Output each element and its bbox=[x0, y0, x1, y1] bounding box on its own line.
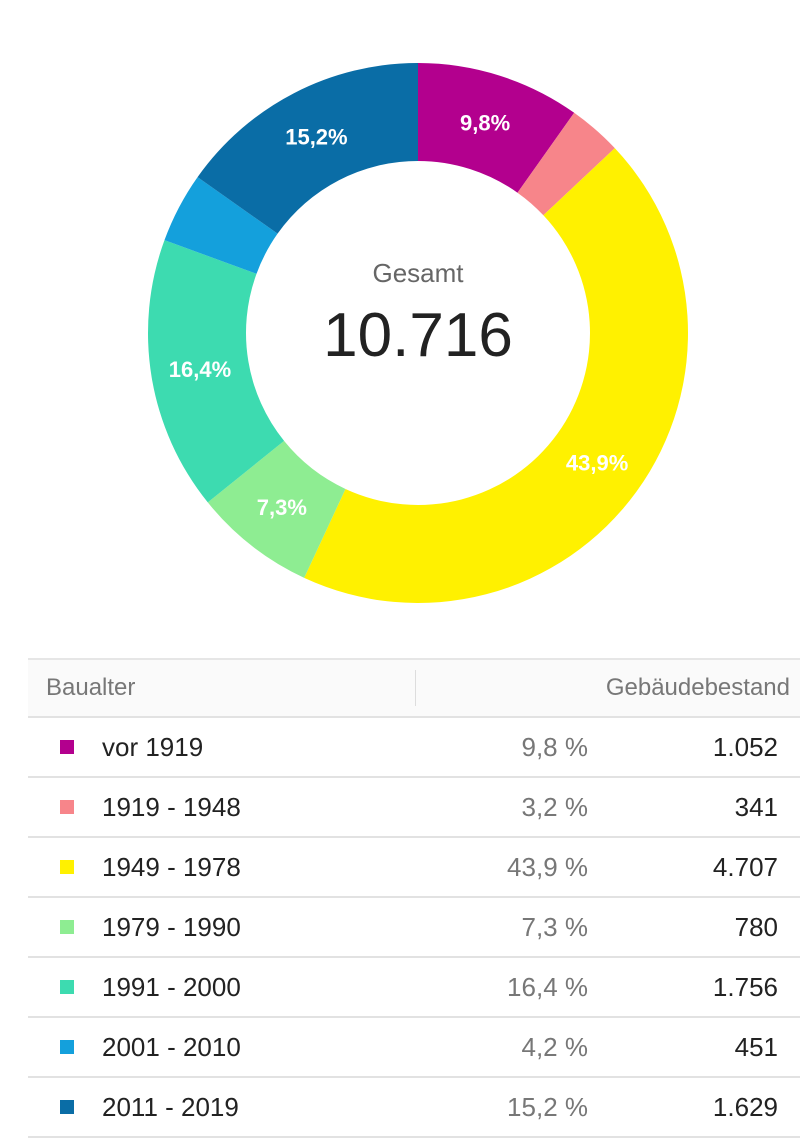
row-percent: 43,9 % bbox=[507, 852, 588, 882]
slice-label: 7,3% bbox=[257, 495, 307, 520]
row-value: 4.707 bbox=[712, 852, 778, 882]
row-label: vor 1919 bbox=[102, 732, 204, 762]
table-row: vor 1919 9,8 % 1.052 bbox=[28, 718, 800, 778]
row-percent: 7,3 % bbox=[521, 912, 589, 942]
donut-slice[interactable] bbox=[517, 112, 615, 216]
color-swatch bbox=[60, 1100, 74, 1114]
row-value: 1.756 bbox=[712, 972, 778, 1002]
row-value: 1.052 bbox=[712, 732, 778, 762]
slice-label: 43,9% bbox=[566, 450, 628, 475]
row-value: 341 bbox=[734, 792, 778, 822]
donut-slice[interactable] bbox=[207, 440, 346, 578]
color-swatch bbox=[60, 860, 74, 874]
color-swatch bbox=[60, 980, 74, 994]
slice-label: 9,8% bbox=[460, 110, 510, 135]
row-value: 780 bbox=[734, 912, 778, 942]
row-value: 451 bbox=[734, 1032, 778, 1062]
color-swatch bbox=[60, 920, 74, 934]
row-label: 1979 - 1990 bbox=[102, 912, 241, 942]
table-row: 1979 - 1990 7,3 % 780 bbox=[28, 898, 800, 958]
row-percent: 16,4 % bbox=[507, 972, 588, 1002]
row-label: 1949 - 1978 bbox=[102, 852, 241, 882]
table-row: 1949 - 1978 43,9 % 4.707 bbox=[28, 838, 800, 898]
table-header: Baualter Gebäudebestand bbox=[28, 658, 800, 718]
header-gebaeudebestand: Gebäudebestand bbox=[605, 674, 790, 701]
donut-slice[interactable] bbox=[304, 148, 688, 603]
row-percent: 15,2 % bbox=[507, 1092, 588, 1122]
table-row: 2001 - 2010 4,2 % 451 bbox=[28, 1018, 800, 1078]
donut-slice[interactable] bbox=[164, 177, 278, 274]
row-label: 1991 - 2000 bbox=[102, 972, 241, 1002]
row-label: 1919 - 1948 bbox=[102, 792, 241, 822]
color-swatch bbox=[60, 1040, 74, 1054]
color-swatch bbox=[60, 740, 74, 754]
slice-label: 16,4% bbox=[169, 357, 231, 382]
table-row: 1919 - 1948 3,2 % 341 bbox=[28, 778, 800, 838]
row-percent: 4,2 % bbox=[521, 1032, 589, 1062]
row-percent: 9,8 % bbox=[521, 732, 589, 762]
header-divider bbox=[415, 670, 416, 706]
table-row: 1991 - 2000 16,4 % 1.756 bbox=[28, 958, 800, 1018]
donut-slice[interactable] bbox=[197, 63, 418, 234]
row-value: 1.629 bbox=[712, 1092, 778, 1122]
header-baualter: Baualter bbox=[46, 674, 136, 701]
table-row: 2011 - 2019 15,2 % 1.629 bbox=[28, 1078, 800, 1138]
legend-table: Baualter Gebäudebestand vor 1919 9,8 % 1… bbox=[28, 658, 800, 1138]
slice-label: 15,2% bbox=[285, 125, 347, 150]
donut-slice[interactable] bbox=[418, 63, 575, 193]
row-label: 2001 - 2010 bbox=[102, 1032, 241, 1062]
total-value: 10.716 bbox=[323, 301, 513, 370]
total-label: Gesamt bbox=[372, 258, 464, 288]
row-percent: 3,2 % bbox=[521, 792, 589, 822]
donut-slice[interactable] bbox=[148, 240, 285, 503]
donut-chart: 9,8% 43,9% 7,3% 16,4% 15,2% bbox=[148, 63, 688, 603]
color-swatch bbox=[60, 800, 74, 814]
row-label: 2011 - 2019 bbox=[102, 1092, 239, 1122]
